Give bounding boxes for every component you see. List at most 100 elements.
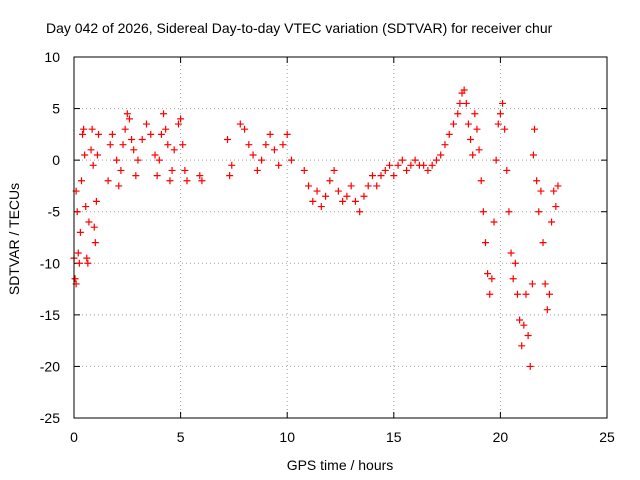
data-point: [95, 130, 103, 138]
data-point: [503, 166, 511, 174]
data-point: [545, 290, 553, 298]
data-point: [445, 130, 453, 138]
data-point: [330, 166, 338, 174]
data-point: [134, 156, 142, 164]
x-tick-label: 0: [70, 429, 78, 445]
data-point: [93, 151, 101, 159]
data-point: [170, 146, 178, 154]
data-point: [198, 177, 206, 185]
data-point: [381, 166, 389, 174]
data-point: [441, 141, 449, 149]
data-point: [275, 161, 283, 169]
data-point: [432, 156, 440, 164]
data-point: [494, 120, 502, 128]
data-point: [548, 218, 556, 226]
data-point: [424, 166, 432, 174]
data-point: [104, 177, 112, 185]
data-point: [258, 156, 266, 164]
data-point: [467, 136, 475, 144]
data-point: [334, 187, 342, 195]
data-points: [70, 86, 562, 370]
data-point: [179, 141, 187, 149]
data-point: [377, 172, 385, 180]
data-point: [142, 120, 150, 128]
data-point: [119, 141, 127, 149]
y-tick-label: -5: [48, 204, 61, 220]
data-point: [531, 125, 539, 133]
data-point: [125, 115, 133, 123]
data-point: [471, 110, 479, 118]
data-point: [177, 115, 185, 123]
data-point: [249, 151, 257, 159]
data-point: [454, 110, 462, 118]
data-point: [313, 187, 321, 195]
data-point: [428, 161, 436, 169]
plot-frame: [73, 56, 608, 419]
data-point: [147, 130, 155, 138]
data-point: [368, 172, 376, 180]
data-point: [87, 146, 95, 154]
data-point: [516, 316, 524, 324]
data-point: [226, 172, 234, 180]
data-point: [539, 239, 547, 247]
data-point: [130, 146, 138, 154]
data-point: [75, 259, 83, 267]
data-point: [528, 280, 536, 288]
data-point: [174, 120, 182, 128]
data-point: [89, 161, 97, 169]
y-tick-label: 0: [52, 152, 60, 168]
data-point: [82, 203, 90, 211]
data-point: [526, 362, 534, 370]
data-point: [456, 99, 464, 107]
data-point: [155, 156, 163, 164]
data-point: [360, 192, 368, 200]
data-point: [153, 172, 161, 180]
data-point: [481, 239, 489, 247]
data-point: [138, 136, 146, 144]
data-point: [356, 208, 364, 216]
x-tick-label: 5: [177, 429, 185, 445]
data-point: [84, 259, 92, 267]
data-point: [492, 156, 500, 164]
data-point: [123, 110, 131, 118]
data-point: [496, 110, 504, 118]
data-point: [322, 192, 330, 200]
data-point: [183, 177, 191, 185]
data-point: [241, 125, 249, 133]
data-point: [77, 177, 85, 185]
data-point: [394, 161, 402, 169]
data-point: [490, 218, 498, 226]
data-point: [166, 177, 174, 185]
data-point: [507, 249, 515, 257]
data-point: [543, 306, 551, 314]
y-tick-label: 10: [44, 49, 60, 65]
data-point: [347, 182, 355, 190]
data-point: [162, 125, 170, 133]
data-point: [552, 203, 560, 211]
data-point: [386, 161, 394, 169]
data-point: [73, 208, 81, 216]
data-point: [398, 156, 406, 164]
axis-ticks: [73, 56, 608, 419]
data-point: [407, 161, 415, 169]
data-point: [253, 166, 261, 174]
data-point: [106, 141, 114, 149]
data-point: [505, 208, 513, 216]
data-point: [550, 187, 558, 195]
y-tick-label: -20: [40, 358, 60, 374]
data-point: [511, 259, 519, 267]
data-point: [157, 130, 165, 138]
data-point: [524, 331, 532, 339]
x-tick-label: 15: [386, 429, 402, 445]
grid: [74, 57, 607, 418]
x-tick-label: 10: [279, 429, 295, 445]
data-point: [262, 141, 270, 149]
data-point: [326, 177, 334, 185]
data-point: [132, 172, 140, 180]
data-point: [81, 151, 89, 159]
data-point: [128, 136, 136, 144]
data-point: [475, 146, 483, 154]
data-point: [85, 218, 93, 226]
data-point: [228, 161, 236, 169]
data-point: [520, 321, 528, 329]
